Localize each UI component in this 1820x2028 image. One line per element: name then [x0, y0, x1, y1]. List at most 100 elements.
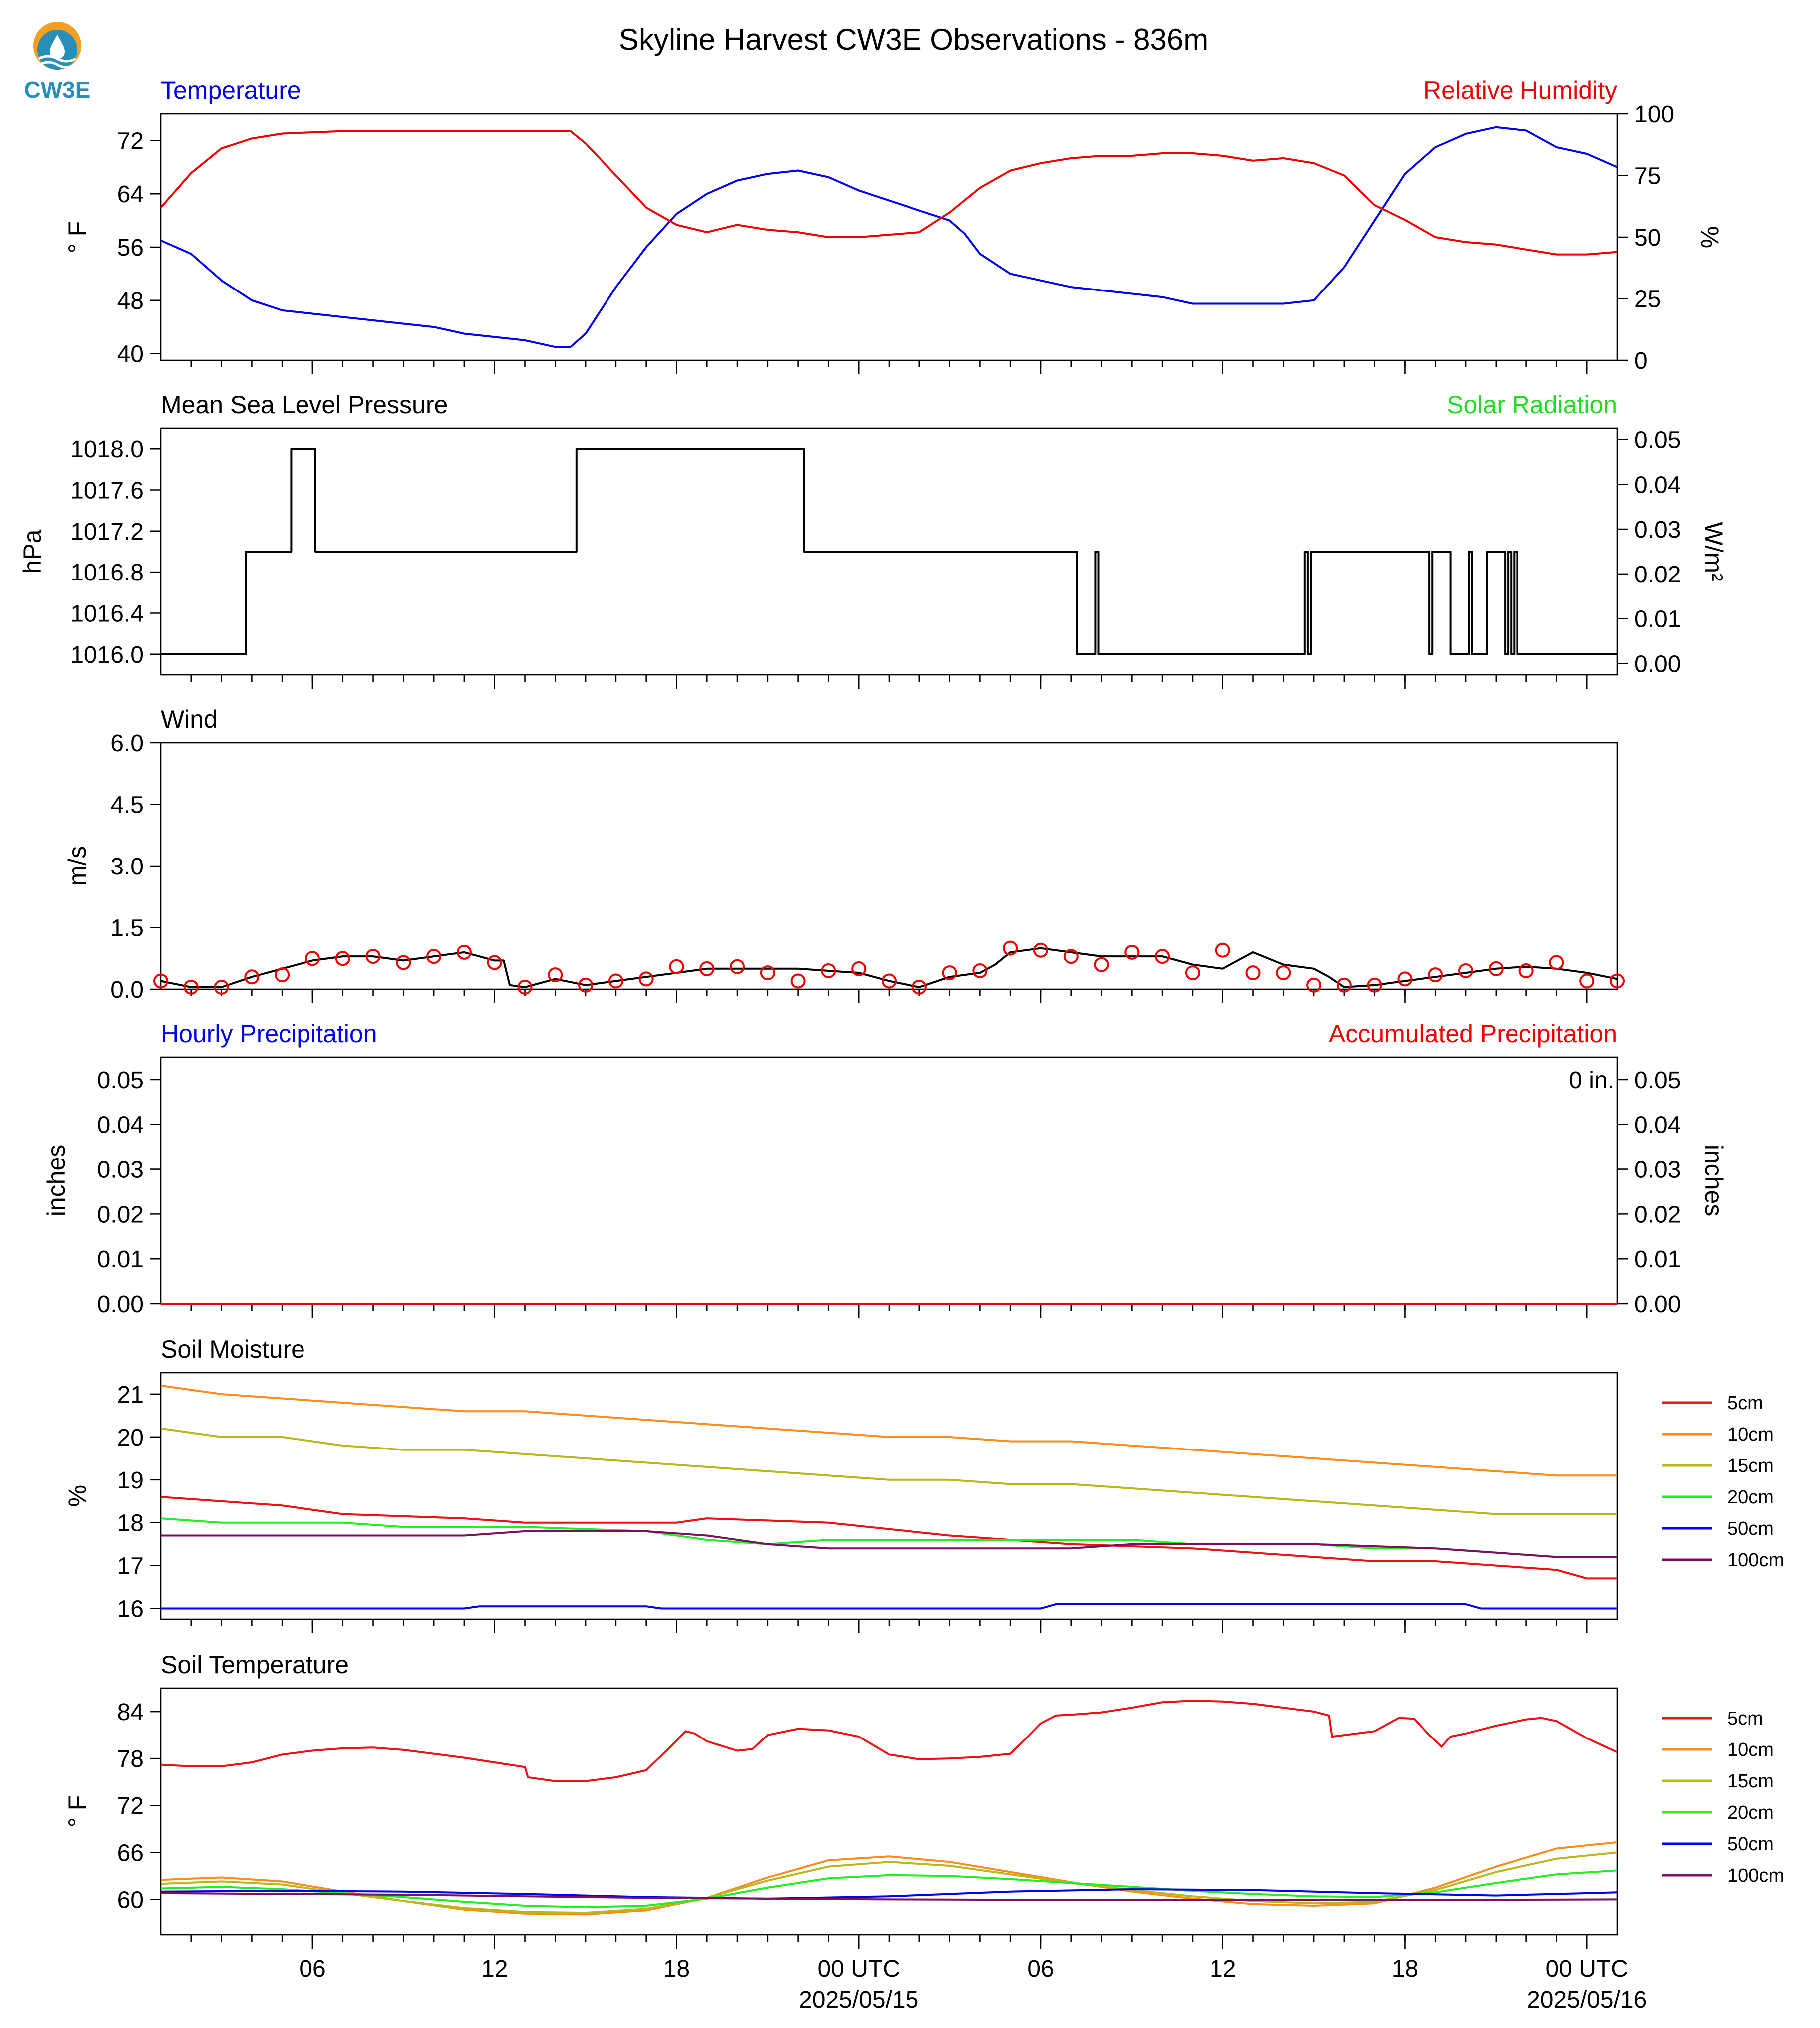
chart-title: Skyline Harvest CW3E Observations - 836m: [619, 23, 1208, 56]
gust-point: [1367, 977, 1382, 993]
y-left-tick-label: 1018.0: [70, 436, 144, 463]
y-left-tick-label: 72: [117, 128, 144, 154]
series-line-wind: [160, 947, 1618, 988]
series-line-100cm: [160, 1892, 1618, 1901]
series-line-15cm: [160, 1851, 1618, 1914]
gust-point: [1033, 942, 1048, 958]
gust-point: [730, 959, 745, 974]
y-left-tick-label: 60: [117, 1887, 144, 1913]
panel-title-right: Accumulated Precipitation: [1329, 1020, 1617, 1048]
y-left-tick-label: 1016.0: [70, 642, 144, 668]
y-right-axis-label: W/m²: [1700, 522, 1728, 581]
legend-label: 100cm: [1727, 1550, 1784, 1571]
panel-wind: Wind 0.0 1.5 3.0 4.5 6.0 m/s: [63, 705, 1625, 1003]
panel-title-left: Mean Sea Level Pressure: [161, 391, 448, 419]
x-tick-label: 06: [299, 1956, 325, 1982]
y-right-tick-label: 0.00: [1634, 651, 1681, 678]
series-line-20cm: [160, 1869, 1618, 1909]
y-right-tick-label: 75: [1634, 163, 1661, 190]
y-right-tick-label: 0.01: [1634, 1246, 1681, 1273]
gust-point: [790, 973, 806, 989]
gust-point: [1518, 963, 1534, 978]
x-tick-label: 12: [1210, 1956, 1236, 1982]
panel-soil_moisture: Soil Moisture 16 17 18 19 20 21% 5cm 10cm 15cm 20c…: [63, 1335, 1784, 1633]
y-left-tick-label: 0.05: [97, 1067, 144, 1094]
series-line-5cm: [160, 1700, 1618, 1782]
y-left-tick-label: 66: [117, 1840, 144, 1866]
y-left-tick-label: 1016.4: [70, 601, 144, 627]
legend-label: 20cm: [1727, 1487, 1774, 1508]
logo-text: CW3E: [24, 77, 91, 103]
y-left-tick-label: 18: [117, 1510, 144, 1537]
y-left-tick-label: 64: [117, 181, 144, 208]
y-left-tick-label: 72: [117, 1793, 144, 1819]
y-right-tick-label: 0.02: [1634, 1201, 1681, 1228]
gust-point: [244, 969, 260, 985]
legend-label: 5cm: [1727, 1393, 1763, 1414]
y-right-tick-label: 0.02: [1634, 562, 1681, 588]
x-tick-label: 00 UTC: [818, 1956, 900, 1982]
gust-point: [1488, 961, 1504, 976]
legend-label: 20cm: [1727, 1802, 1774, 1823]
series-line-100cm: [161, 1530, 1617, 1558]
series-line-50cm: [160, 1888, 1618, 1900]
y-left-tick-label: 4.5: [110, 792, 144, 819]
legend-label: 50cm: [1727, 1834, 1774, 1855]
y-right-tick-label: 0.00: [1634, 1291, 1681, 1318]
gust-point: [365, 949, 381, 964]
gust-point: [1003, 940, 1018, 956]
cw3e-logo: CW3E: [24, 22, 91, 103]
y-right-tick-label: 0.04: [1634, 472, 1681, 498]
gust-point: [1397, 971, 1413, 987]
gust-point: [699, 961, 715, 976]
gust-point: [942, 965, 957, 981]
y-right-tick-label: 0.05: [1634, 427, 1681, 453]
panel-title-left: Soil Temperature: [161, 1651, 349, 1679]
gust-point: [851, 961, 867, 976]
y-left-tick-label: 1017.6: [70, 478, 144, 504]
y-left-tick-label: 84: [117, 1699, 144, 1726]
y-left-tick-label: 0.03: [97, 1157, 144, 1183]
x-tick-date-label: 2025/05/16: [1527, 1987, 1647, 2013]
y-left-tick-label: 78: [117, 1746, 144, 1772]
gust-point: [487, 955, 502, 970]
y-left-tick-label: 48: [117, 288, 144, 314]
y-left-axis-label: ° F: [63, 221, 91, 253]
y-left-axis-label: ° F: [63, 1795, 91, 1827]
panel-pressure_solar: Mean Sea Level Pressure Solar Radiation 10…: [18, 391, 1728, 689]
y-left-tick-label: 20: [117, 1425, 144, 1451]
gust-point: [608, 973, 623, 989]
gust-point: [456, 944, 472, 960]
y-right-tick-label: 0.05: [1634, 1067, 1681, 1094]
y-right-axis-label: %: [1696, 226, 1724, 248]
legend-label: 15cm: [1727, 1455, 1774, 1476]
gust-point: [1610, 973, 1625, 989]
y-left-axis-label: m/s: [63, 846, 91, 886]
gust-point: [1245, 965, 1261, 981]
gust-point: [1336, 977, 1352, 993]
y-right-axis-label: inches: [1700, 1145, 1728, 1217]
gust-point: [669, 959, 684, 974]
logo-drop-icon: [50, 35, 65, 59]
y-left-tick-label: 0.00: [97, 1291, 144, 1318]
y-right-tick-label: 0.01: [1634, 606, 1681, 633]
gust-point: [214, 979, 229, 995]
y-left-tick-label: 0.02: [97, 1201, 144, 1228]
gust-point: [1185, 965, 1200, 981]
series-line-50cm: [161, 1603, 1617, 1610]
legend-label: 10cm: [1727, 1424, 1774, 1445]
y-left-tick-label: 6.0: [110, 730, 144, 757]
x-tick-label: 12: [481, 1956, 508, 1982]
panels: Temperature Relative Humidity 40 48 56 64 72 ° …: [18, 76, 1784, 2013]
x-tick-date-label: 2025/05/15: [799, 1987, 918, 2013]
panel-soil_temperature: Soil Temperature 60 66 72 78 84 ° F 5cm 10cm 15cm…: [63, 1651, 1784, 1949]
y-left-tick-label: 1017.2: [70, 519, 144, 545]
y-left-tick-label: 56: [117, 235, 144, 261]
x-tick-label: 06: [1027, 1956, 1054, 1982]
gust-point: [1579, 973, 1595, 989]
panel-title-right: Relative Humidity: [1423, 76, 1617, 104]
legend-label: 5cm: [1727, 1708, 1763, 1729]
gust-point: [1428, 967, 1443, 983]
